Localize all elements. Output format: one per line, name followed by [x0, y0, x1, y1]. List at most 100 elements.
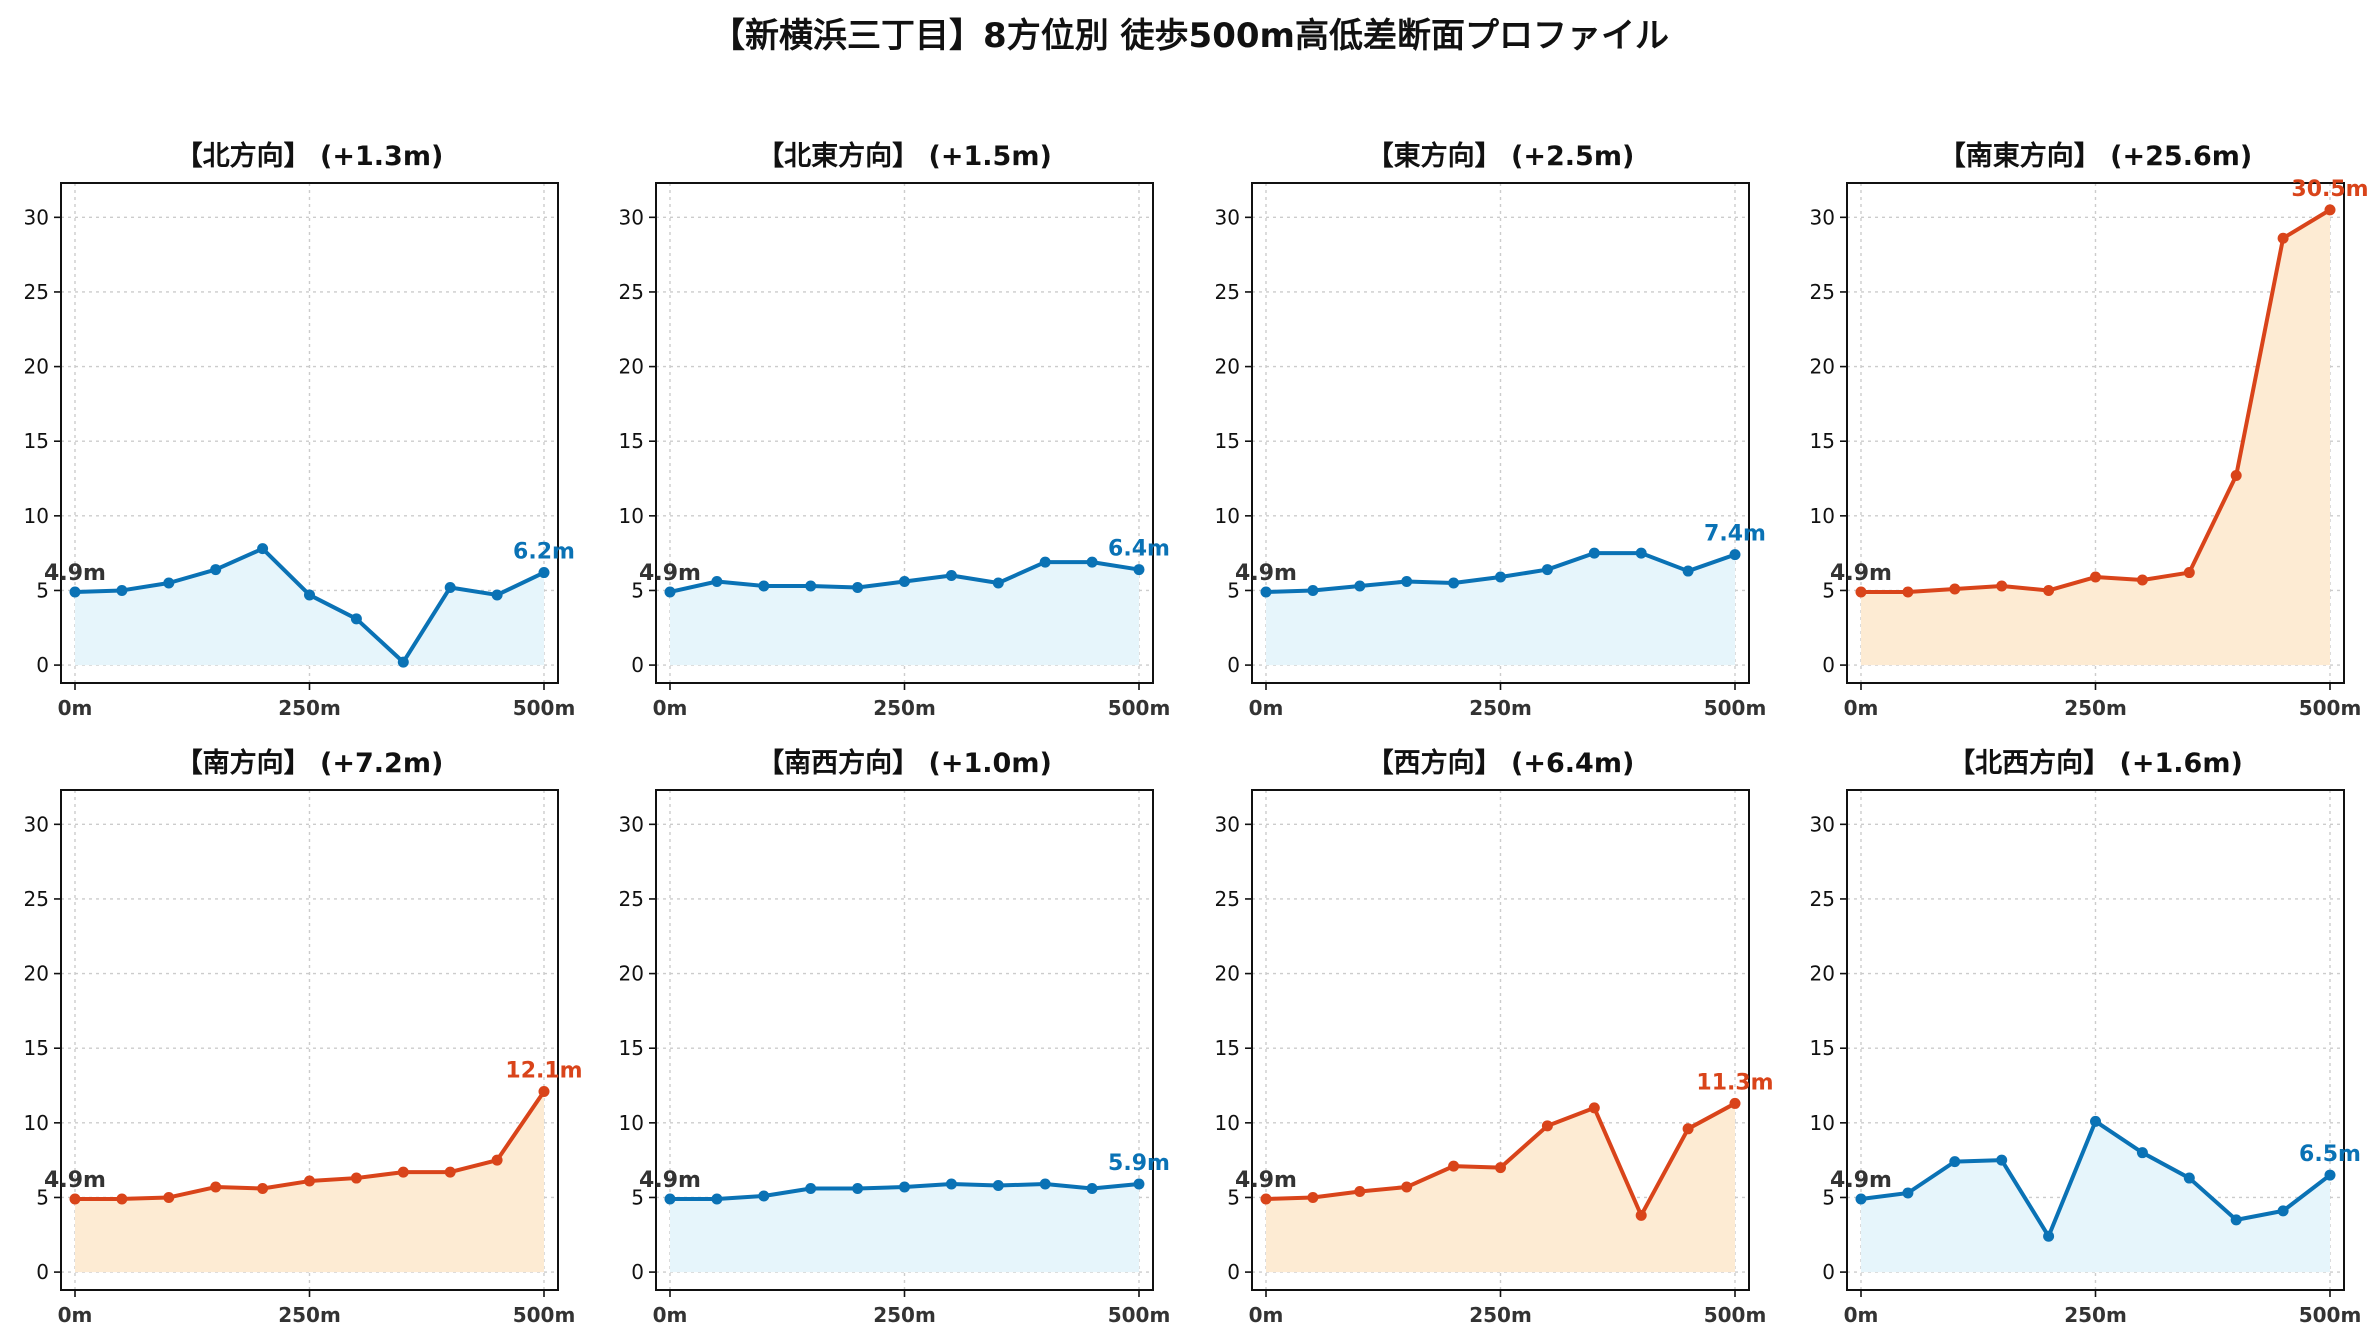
y-tick-label: 10	[1215, 504, 1240, 528]
y-tick-label: 5	[1822, 1185, 1835, 1209]
data-point	[1448, 1160, 1460, 1172]
data-point	[538, 1085, 550, 1097]
data-point	[1729, 549, 1741, 561]
start-label: 4.9m	[1830, 561, 1892, 586]
y-tick-label: 15	[24, 1036, 49, 1060]
data-point	[945, 570, 957, 582]
y-tick-label: 15	[1810, 1036, 1835, 1060]
data-point	[491, 589, 503, 601]
data-point	[1729, 1097, 1741, 1109]
data-point	[350, 1172, 362, 1184]
data-point	[1039, 556, 1051, 568]
y-tick-label: 25	[619, 280, 644, 304]
y-tick-label: 0	[631, 653, 644, 677]
y-tick-label: 10	[1810, 1111, 1835, 1135]
x-tick-label: 250m	[2064, 696, 2127, 720]
y-tick-label: 5	[631, 1185, 644, 1209]
x-tick-label: 500m	[1704, 696, 1767, 720]
data-point	[1260, 1193, 1272, 1205]
data-point	[2136, 1147, 2148, 1159]
data-point	[758, 580, 770, 592]
subplot-title: 【南東方向】 (+25.6m)	[1939, 140, 2252, 172]
area-fill	[1266, 553, 1735, 666]
data-point	[992, 1180, 1004, 1192]
y-tick-label: 20	[24, 355, 49, 379]
y-tick-label: 5	[1822, 578, 1835, 602]
data-point	[1307, 584, 1319, 596]
data-point	[758, 1190, 770, 1202]
y-tick-label: 5	[1227, 1185, 1240, 1209]
end-label: 6.2m	[513, 540, 575, 565]
x-tick-label: 500m	[1108, 1303, 1171, 1327]
data-point	[350, 613, 362, 625]
data-point	[257, 1183, 269, 1195]
start-label: 4.9m	[44, 561, 106, 586]
figure-title: 【新横浜三丁目】8方位別 徒歩500m高低差断面プロファイル	[711, 16, 1669, 56]
y-tick-label: 15	[24, 429, 49, 453]
end-label: 30.5m	[2291, 177, 2368, 202]
data-point	[1588, 1102, 1600, 1114]
x-tick-label: 250m	[873, 1303, 936, 1327]
x-tick-label: 250m	[2064, 1303, 2127, 1327]
y-tick-label: 10	[1215, 1111, 1240, 1135]
y-tick-label: 0	[631, 1260, 644, 1284]
data-point	[1996, 1154, 2008, 1166]
data-point	[69, 1193, 81, 1205]
data-point	[163, 1191, 175, 1203]
data-point	[1307, 1191, 1319, 1203]
area-fill	[75, 548, 544, 666]
data-point	[1086, 1183, 1098, 1195]
data-point	[2043, 584, 2055, 596]
y-tick-label: 10	[1810, 504, 1835, 528]
data-point	[491, 1154, 503, 1166]
data-point	[1448, 577, 1460, 589]
y-tick-label: 20	[1810, 355, 1835, 379]
subplot-title: 【南方向】 (+7.2m)	[176, 747, 444, 779]
subplot-title: 【北西方向】 (+1.6m)	[1948, 747, 2243, 779]
data-point	[664, 586, 676, 598]
start-label: 4.9m	[44, 1168, 106, 1193]
y-tick-label: 10	[24, 504, 49, 528]
data-point	[2230, 1214, 2242, 1226]
end-label: 7.4m	[1704, 522, 1766, 547]
y-tick-label: 25	[1215, 280, 1240, 304]
area-fill	[1861, 209, 2330, 666]
data-point	[852, 1183, 864, 1195]
data-point	[1495, 571, 1506, 583]
subplot-1: 0 5 10 15 20 25 30 0m 250m 500m 【北東方向】 (+1.5m) 4.9m…	[619, 140, 1171, 720]
data-point	[397, 656, 409, 668]
data-point	[2183, 567, 2195, 579]
data-point	[1902, 1187, 1914, 1199]
data-point	[116, 584, 128, 596]
x-tick-label: 0m	[1249, 696, 1284, 720]
y-tick-label: 25	[1810, 887, 1835, 911]
y-tick-label: 20	[1215, 355, 1240, 379]
x-tick-label: 250m	[278, 1303, 341, 1327]
data-point	[805, 1183, 817, 1195]
x-tick-label: 0m	[1844, 696, 1879, 720]
y-tick-label: 20	[1215, 962, 1240, 986]
start-label: 4.9m	[639, 1168, 701, 1193]
y-tick-label: 25	[1810, 280, 1835, 304]
data-point	[210, 564, 222, 576]
data-point	[1541, 1120, 1553, 1132]
data-point	[852, 581, 864, 593]
data-point	[1855, 1193, 1867, 1205]
data-point	[1354, 1185, 1366, 1197]
area-fill	[670, 1184, 1139, 1273]
data-point	[304, 1175, 315, 1187]
data-point	[2277, 1205, 2289, 1217]
y-tick-label: 30	[1810, 812, 1835, 836]
y-tick-label: 0	[1227, 653, 1240, 677]
y-tick-label: 5	[631, 578, 644, 602]
y-tick-label: 5	[36, 578, 49, 602]
x-tick-label: 0m	[653, 1303, 688, 1327]
end-label: 6.4m	[1108, 537, 1170, 562]
y-tick-label: 30	[24, 812, 49, 836]
y-tick-label: 25	[619, 887, 644, 911]
y-tick-label: 25	[24, 887, 49, 911]
data-point	[899, 1181, 910, 1193]
start-label: 4.9m	[639, 561, 701, 586]
y-tick-label: 15	[1215, 1036, 1240, 1060]
